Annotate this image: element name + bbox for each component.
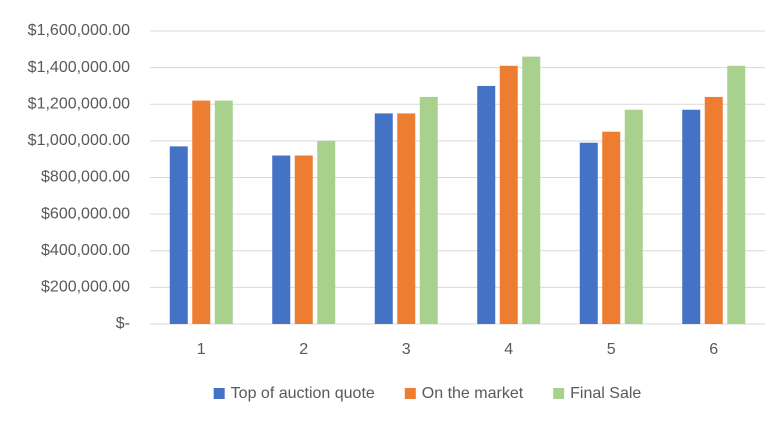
bar	[624, 109, 643, 325]
x-tick-label: 5	[607, 341, 616, 358]
x-tick-label: 3	[402, 341, 411, 358]
legend-label: On the market	[422, 385, 524, 402]
bar	[317, 140, 336, 324]
y-tick-label: $1,000,000.00	[28, 132, 130, 149]
bar	[602, 131, 621, 324]
y-tick-label: $800,000.00	[41, 169, 130, 186]
bar	[477, 85, 496, 324]
legend-swatch	[213, 388, 225, 399]
bar	[294, 155, 313, 324]
legend-label: Final Sale	[570, 385, 641, 402]
bar	[727, 65, 746, 324]
legend-label: Top of auction quote	[231, 385, 375, 402]
bar	[374, 113, 393, 324]
legend-swatch	[553, 388, 565, 399]
bar	[579, 142, 598, 324]
bar	[169, 146, 188, 324]
bar	[214, 100, 233, 325]
bar	[522, 56, 541, 324]
y-tick-label: $200,000.00	[41, 279, 130, 296]
legend-swatch	[404, 388, 416, 399]
y-tick-label: $1,400,000.00	[28, 59, 130, 76]
bar	[682, 109, 701, 325]
bar	[419, 96, 438, 324]
y-tick-label: $1,200,000.00	[28, 95, 130, 112]
y-tick-label: $400,000.00	[41, 242, 130, 259]
x-tick-label: 6	[709, 341, 718, 358]
y-tick-label: $-	[116, 315, 130, 332]
bar	[192, 100, 211, 325]
x-tick-label: 1	[197, 341, 206, 358]
bar	[499, 65, 518, 324]
bar	[272, 155, 291, 324]
x-tick-label: 2	[299, 341, 308, 358]
bar	[397, 113, 416, 324]
y-tick-label: $600,000.00	[41, 205, 130, 222]
x-tick-label: 4	[504, 341, 513, 358]
bar	[704, 96, 723, 324]
y-tick-label: $1,600,000.00	[28, 22, 130, 39]
